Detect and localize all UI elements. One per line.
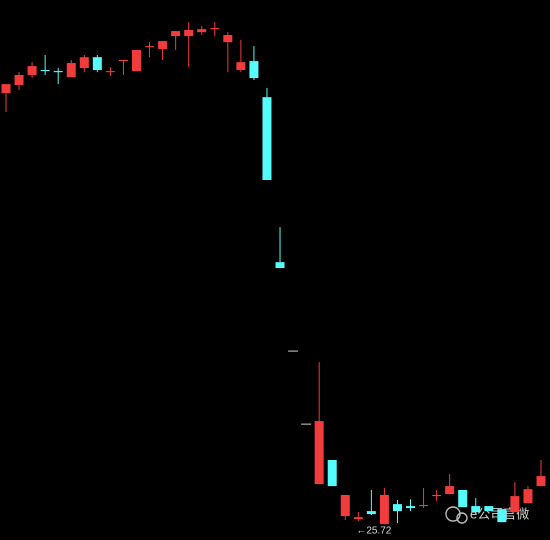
candle-body bbox=[523, 489, 533, 504]
candle-body bbox=[131, 50, 141, 72]
candle-body bbox=[262, 97, 272, 180]
candle-body bbox=[314, 421, 324, 485]
candle-body bbox=[27, 66, 37, 75]
candle-body bbox=[458, 490, 468, 508]
candle-body bbox=[275, 262, 285, 269]
candle-body bbox=[158, 41, 168, 50]
candle-body bbox=[392, 504, 402, 512]
candle-body bbox=[419, 505, 429, 507]
watermark-icon bbox=[456, 512, 468, 524]
candle-body bbox=[471, 506, 481, 513]
candle-body bbox=[105, 71, 115, 73]
candle-body bbox=[510, 496, 520, 513]
candle-body bbox=[484, 506, 494, 512]
candle-body bbox=[340, 495, 350, 517]
candle-body bbox=[1, 84, 11, 94]
candle-body bbox=[366, 511, 376, 515]
candle-body bbox=[536, 476, 546, 487]
candle-body bbox=[118, 60, 128, 62]
candle-body bbox=[432, 495, 442, 497]
candle-body bbox=[66, 63, 76, 78]
candle-body bbox=[353, 517, 363, 520]
candle-body bbox=[379, 495, 389, 525]
candle-body bbox=[79, 57, 89, 69]
candle-body bbox=[40, 70, 50, 72]
candle-body bbox=[14, 75, 24, 85]
candle-body bbox=[406, 506, 416, 509]
low-label: ←25.72 bbox=[356, 526, 391, 537]
candle-body bbox=[249, 61, 259, 79]
candle-body bbox=[145, 46, 155, 48]
candle-body bbox=[327, 460, 337, 487]
candle-body bbox=[197, 29, 207, 33]
candle-body bbox=[236, 62, 246, 70]
candle-body bbox=[92, 57, 102, 70]
candle-body bbox=[171, 31, 181, 37]
candle-body bbox=[184, 30, 194, 37]
candle-body bbox=[223, 35, 233, 43]
watermark-icon bbox=[445, 506, 461, 522]
candle-body bbox=[210, 28, 220, 30]
candle-body bbox=[445, 486, 455, 495]
candle-body bbox=[497, 509, 507, 523]
candle-body bbox=[53, 71, 63, 73]
